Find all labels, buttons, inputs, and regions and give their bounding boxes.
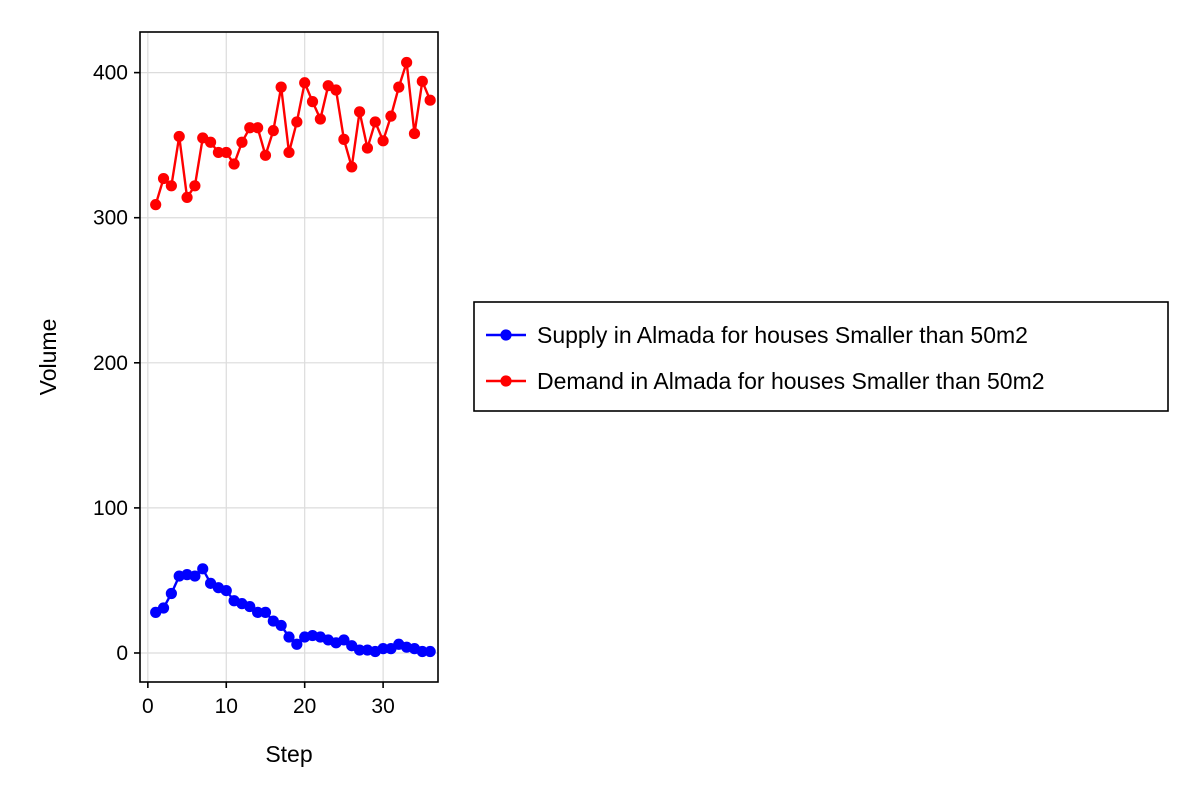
data-point: [165, 180, 177, 192]
data-point: [244, 122, 256, 134]
data-point: [189, 570, 201, 582]
data-point: [377, 135, 389, 147]
data-point: [244, 600, 256, 613]
data-point: [353, 644, 366, 656]
data-point: [424, 94, 436, 106]
data-point: [252, 122, 264, 134]
data-point: [346, 161, 358, 173]
x-tick-label: 20: [293, 695, 316, 718]
data-point: [369, 116, 381, 128]
data-point: [393, 81, 405, 93]
y-tick-label: 200: [93, 352, 128, 375]
data-point: [338, 133, 350, 145]
data-point: [283, 146, 295, 159]
legend-label: Demand in Almada for houses Smaller than…: [537, 368, 1045, 394]
legend: Supply in Almada for houses Smaller than…: [473, 301, 1169, 412]
legend-label: Supply in Almada for houses Smaller than…: [537, 322, 1028, 348]
data-point: [401, 56, 413, 69]
data-point: [252, 606, 264, 618]
y-tick-label: 300: [93, 207, 128, 230]
data-point: [173, 130, 185, 143]
legend-swatch-marker: [500, 375, 512, 387]
data-point: [267, 125, 279, 137]
data-point: [306, 96, 319, 108]
x-axis-title: Step: [265, 741, 312, 767]
data-point: [416, 645, 428, 658]
y-tick-label: 100: [93, 497, 128, 520]
data-point: [204, 136, 217, 148]
legend-item: Supply in Almada for houses Smaller than…: [486, 322, 1028, 348]
data-point: [197, 563, 209, 575]
data-point: [338, 634, 350, 646]
legend-box: [473, 301, 1169, 412]
legend-swatch-marker: [500, 329, 512, 341]
data-point: [236, 136, 248, 148]
y-tick-label: 0: [116, 642, 128, 665]
x-tick-label: 30: [371, 695, 394, 718]
data-point: [416, 75, 428, 87]
data-point: [157, 602, 170, 614]
data-point: [424, 645, 436, 658]
data-point: [181, 191, 193, 204]
y-axis-title: Volume: [35, 319, 61, 396]
data-point: [157, 172, 170, 185]
legend-item: Demand in Almada for houses Smaller than…: [486, 368, 1045, 394]
data-point: [385, 110, 397, 122]
data-point: [291, 638, 303, 650]
data-point: [150, 199, 162, 211]
data-point: [228, 158, 240, 170]
data-point: [212, 146, 225, 159]
series-demand: [150, 56, 436, 211]
data-point: [408, 127, 421, 140]
data-point: [299, 77, 311, 89]
data-point: [275, 81, 287, 93]
data-point: [220, 146, 232, 159]
y-tick-label: 400: [93, 62, 128, 85]
x-tick-label: 0: [142, 695, 154, 718]
plot-frame: [139, 31, 439, 683]
data-point: [220, 584, 232, 597]
data-point: [259, 606, 272, 618]
data-point: [353, 106, 366, 118]
series-supply: [150, 563, 436, 658]
data-point: [361, 142, 374, 154]
grid-lines: [140, 32, 438, 682]
data-point: [291, 116, 303, 128]
series-layer: [150, 56, 436, 658]
data-point: [275, 619, 287, 632]
data-point: [314, 113, 326, 125]
data-point: [189, 180, 201, 192]
data-point: [283, 631, 295, 643]
data-point: [377, 643, 389, 655]
data-point: [259, 149, 272, 161]
data-point: [330, 84, 342, 96]
data-point: [165, 587, 177, 600]
x-tick-label: 10: [215, 695, 238, 718]
